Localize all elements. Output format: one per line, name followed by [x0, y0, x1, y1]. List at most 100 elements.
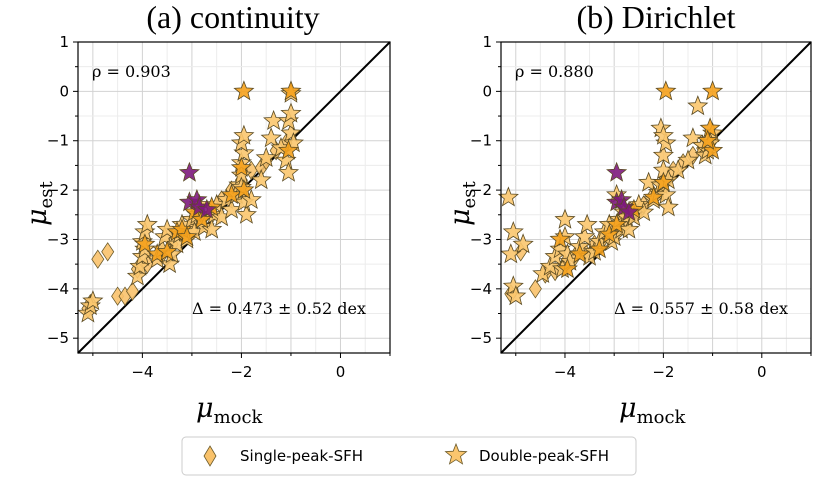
- y-tick-label: −3: [470, 230, 492, 248]
- y-tick-label: 0: [59, 82, 69, 100]
- marker-double-peak-orange: [655, 80, 677, 101]
- panel-b-frame: [500, 41, 812, 354]
- marker-double-peak-purple: [196, 198, 218, 219]
- marker-double-peak-purple: [606, 161, 628, 182]
- marker-double-peak-orange: [652, 171, 674, 192]
- marker-double-peak-orange: [697, 129, 719, 150]
- panel-a-y-ticks: 1 0 −1 −2 −3 −4 −5: [47, 33, 78, 347]
- panel-a-xlabel-main: μ: [196, 393, 214, 424]
- marker-double-peak: [502, 275, 524, 296]
- marker-double-peak-orange: [569, 243, 591, 264]
- legend-marker-double-peak: [444, 442, 468, 465]
- marker-double-peak: [618, 218, 640, 239]
- panel-a-ylabel-sub: est: [36, 181, 57, 209]
- marker-double-peak: [277, 161, 300, 182]
- y-tick-label: −5: [47, 329, 69, 347]
- panel-a-title: (a) continuity: [146, 0, 319, 35]
- marker-double-peak: [677, 149, 699, 170]
- marker-double-peak-orange: [699, 117, 721, 138]
- panel-a-marks: [77, 80, 304, 323]
- panel-b-xlabel-sub: mock: [637, 407, 687, 428]
- marker-double-peak: [667, 159, 689, 180]
- y-tick-label: −5: [470, 329, 492, 347]
- y-tick-label: 1: [59, 33, 69, 51]
- x-tick-label: 0: [336, 363, 346, 381]
- marker-double-peak-orange: [642, 186, 665, 207]
- panel-b-title: (b) Dirichlet: [576, 0, 735, 35]
- marker-double-peak-orange: [156, 240, 178, 261]
- marker-double-peak: [657, 196, 679, 217]
- panel-b-delta: Δ = 0.557 ± 0.58 dex: [614, 299, 788, 318]
- panel-a-xlabel-sub: mock: [214, 407, 264, 428]
- marker-double-peak: [687, 95, 709, 116]
- marker-double-peak: [574, 225, 596, 247]
- y-tick-label: −4: [47, 280, 69, 298]
- x-tick-label: −2: [652, 363, 674, 381]
- marker-double-peak-orange: [191, 208, 213, 229]
- y-tick-label: 0: [482, 82, 492, 100]
- marker-double-peak: [554, 208, 576, 229]
- panel-a-rho: ρ = 0.903: [92, 62, 171, 81]
- panel-b-xlabel-main: μ: [619, 393, 637, 424]
- marker-double-peak-orange: [233, 80, 255, 101]
- marker-double-peak: [652, 124, 674, 145]
- marker-double-peak: [240, 188, 262, 209]
- panel-b-x-ticks: −4 −2 0: [515, 353, 812, 381]
- marker-double-peak: [280, 102, 302, 123]
- marker-double-peak: [576, 213, 598, 234]
- y-tick-label: −1: [470, 132, 492, 150]
- marker-double-peak-orange: [230, 156, 252, 177]
- panel-a-x-ticks: −4 −2 0: [92, 353, 391, 381]
- panel-dirichlet: (b) Dirichlet −4 −2 0 1 0 −1 −2 −3 −4 −5 ρ = 0.8…: [445, 0, 812, 428]
- marker-double-peak-orange: [588, 238, 610, 259]
- panel-a-ylabel: μest: [22, 181, 57, 226]
- panel-a-xlabel: μmock: [196, 393, 264, 428]
- marker-double-peak-orange: [549, 228, 571, 249]
- marker-single-peak: [126, 281, 139, 302]
- panel-a-delta: Δ = 0.473 ± 0.52 dex: [192, 299, 366, 318]
- marker-double-peak-orange: [277, 139, 300, 160]
- legend-box: [181, 436, 637, 476]
- legend-marker-single-peak: [203, 445, 217, 467]
- marker-double-peak-purple: [178, 161, 200, 182]
- marker-single-peak: [101, 242, 115, 262]
- panel-a-frame: [77, 41, 391, 354]
- panel-b-ylabel-main: μ: [445, 208, 476, 226]
- marker-double-peak-orange: [176, 225, 198, 247]
- panel-b-rho: ρ = 0.880: [515, 62, 594, 81]
- legend-label-double-peak: Double-peak-SFH: [479, 447, 609, 465]
- marker-double-peak: [136, 213, 158, 234]
- legend-label-single-peak: Single-peak-SFH: [240, 447, 363, 465]
- marker-double-peak: [82, 290, 104, 311]
- panel-b-y-ticks: 1 0 −1 −2 −3 −4 −5: [470, 33, 501, 347]
- panel-b-marks: [497, 80, 724, 306]
- marker-double-peak-orange: [598, 223, 620, 244]
- marker-double-peak: [260, 127, 282, 148]
- marker-double-peak: [502, 220, 524, 241]
- x-tick-label: −2: [230, 363, 252, 381]
- marker-double-peak-orange: [280, 80, 302, 101]
- marker-double-peak: [201, 218, 223, 239]
- marker-double-peak-orange: [702, 139, 724, 160]
- y-tick-label: −2: [470, 181, 492, 199]
- marker-double-peak: [280, 122, 302, 143]
- x-tick-label: −4: [131, 363, 153, 381]
- panel-b-ylabel-sub: est: [459, 181, 480, 209]
- marker-double-peak: [235, 203, 257, 224]
- marker-double-peak: [233, 124, 255, 145]
- marker-single-peak: [528, 279, 542, 299]
- y-tick-label: −4: [470, 280, 492, 298]
- marker-double-peak-orange: [702, 80, 724, 101]
- panel-a-ylabel-main: μ: [22, 208, 53, 226]
- marker-double-peak: [505, 285, 527, 306]
- y-tick-label: 1: [482, 33, 492, 51]
- marker-double-peak: [539, 255, 561, 276]
- x-tick-label: 0: [757, 363, 767, 381]
- panel-b-ylabel: μest: [445, 181, 480, 226]
- marker-double-peak: [250, 169, 272, 190]
- marker-double-peak-orange: [134, 233, 156, 254]
- marker-double-peak: [652, 144, 674, 165]
- legend: Single-peak-SFH Double-peak-SFH: [181, 436, 637, 476]
- marker-double-peak: [255, 146, 277, 167]
